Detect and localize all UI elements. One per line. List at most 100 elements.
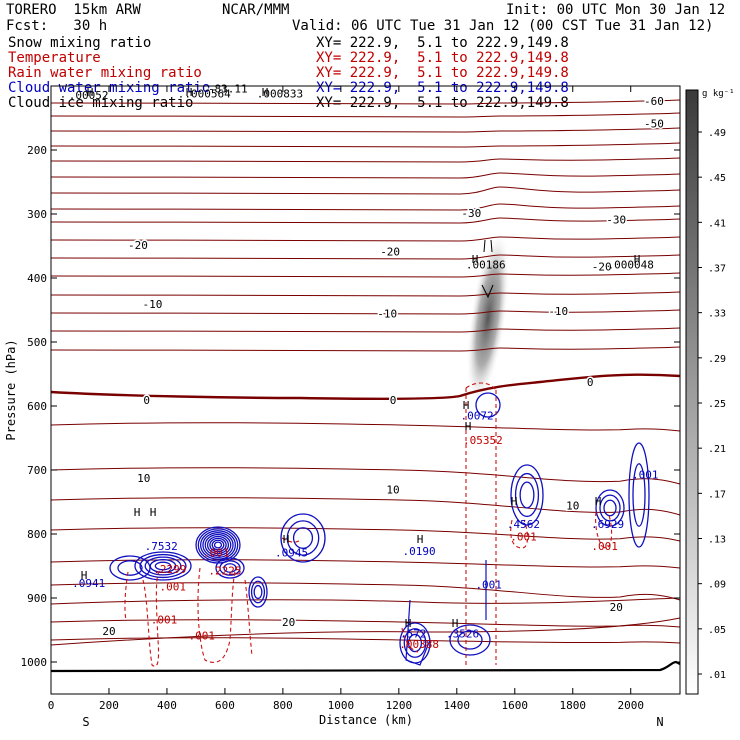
temperature-label: -20 <box>128 239 148 252</box>
cloud-water-contour <box>292 527 314 549</box>
cloud-water-contour <box>253 584 263 600</box>
y-tick-label: 500 <box>27 336 47 349</box>
maximum-label: .001 <box>203 546 230 559</box>
rain-water-contour <box>197 567 237 663</box>
temperature-contour <box>50 254 681 260</box>
colorbar-label: .25 <box>708 399 726 410</box>
cloud-water-contour <box>139 553 187 579</box>
model-title: TORERO 15km ARW <box>6 2 141 18</box>
cloud-water-contour <box>206 535 230 555</box>
x-tick-label: 200 <box>99 699 119 712</box>
cloud-water-contour <box>213 541 223 549</box>
cloud-water-contour <box>250 580 266 604</box>
temperature-label: -10 <box>143 298 163 311</box>
cloud-ice-contour <box>481 239 494 299</box>
high-marker: H <box>463 399 470 412</box>
y-tick-label: 300 <box>27 208 47 221</box>
colorbar-label: .21 <box>708 444 726 455</box>
temperature-label: 0 <box>390 394 397 407</box>
rain-water-contour <box>124 571 129 621</box>
maximum-label: .0941 <box>72 577 105 590</box>
cloud-water-contour <box>209 537 227 553</box>
y-tick-label: 200 <box>27 144 47 157</box>
x-tick-label: 2000 <box>617 699 644 712</box>
high-marker: H <box>134 506 141 519</box>
high-marker: H <box>87 86 94 99</box>
temperature-contour <box>50 559 681 569</box>
cloud-water-contour <box>286 520 320 556</box>
temperature-contour <box>50 186 681 195</box>
maximum-label: .0190 <box>403 545 436 558</box>
temperature-label: 20 <box>610 601 623 614</box>
cloud-water-contour <box>149 558 177 574</box>
maximum-label: .3526 <box>446 628 479 641</box>
cloud-water-contour <box>197 528 239 562</box>
x-tick-label: 0 <box>48 699 55 712</box>
field-label-temperature: Temperature <box>8 50 101 66</box>
init-time: Init: 00 UTC Mon 30 Jan 12 <box>506 2 726 18</box>
cloud-water-contour <box>599 494 621 522</box>
maximum-label: .00052 <box>69 89 109 102</box>
temperature-label: -20 <box>592 260 612 273</box>
rain-water-contours <box>124 382 613 667</box>
temperature-contour <box>50 99 681 105</box>
temperature-label: 0 <box>587 376 594 389</box>
temperature-contour <box>50 617 681 646</box>
temperature-contour <box>50 467 681 485</box>
rain-water-contour <box>595 511 613 549</box>
maximum-label: .001 <box>151 614 178 627</box>
temperature-contour <box>50 327 681 333</box>
maximum-label: .6929 <box>591 518 624 531</box>
colorbar-scale <box>685 89 699 695</box>
high-marker: H <box>634 253 641 266</box>
temperature-label: 10 <box>386 484 399 497</box>
colorbar: .01 .05 .09 .13 .17 .21 .25 .29 .33 .37 .41 .45 .49 g… <box>685 89 735 695</box>
high-marker: H <box>405 617 412 630</box>
x-tick-label: 1000 <box>328 699 355 712</box>
temperature-label: 10 <box>566 500 579 513</box>
y-axis-title: Pressure (hPa) <box>4 339 18 440</box>
field-label-snow: Snow mixing ratio <box>8 35 152 51</box>
temperature-label: -50 <box>644 118 664 131</box>
rain-water-contour <box>281 537 301 543</box>
y-tick-label: 600 <box>27 400 47 413</box>
cloud-water-contour <box>407 633 423 653</box>
colorbar-label: .17 <box>708 489 726 500</box>
axes: 0 200 400 600 800 1000 1200 1400 1600 1800 2000200… <box>4 85 681 729</box>
x-tick-label: 1600 <box>502 699 529 712</box>
field-label-cloud-water: Cloud water mixing ratio <box>8 80 211 96</box>
colorbar-label: .13 <box>708 535 726 546</box>
y-tick-label: 800 <box>27 528 47 541</box>
temperature-contour <box>50 422 681 432</box>
maximum-label: .001 <box>159 580 186 593</box>
cloud-water-contour <box>134 551 192 581</box>
y-tick-label: 1000 <box>21 656 48 669</box>
cloud-water-contour <box>144 556 182 576</box>
maximum-label: .572 <box>400 628 427 641</box>
cloud-water-contour <box>219 560 241 576</box>
cloud-water-contour <box>405 599 431 666</box>
high-marker: H <box>511 495 518 508</box>
maximum-label: .4562 <box>507 518 540 531</box>
cloud-water-contour <box>280 513 326 563</box>
temperature-contour <box>50 127 681 133</box>
cloud-water-contour <box>117 560 143 576</box>
xsec-endpoints-cloud-water: XY= 222.9, 5.1 to 222.9,149.8 <box>316 80 569 96</box>
high-marker: H <box>465 420 472 433</box>
high-marker: H <box>472 253 479 266</box>
cloud-water-contour <box>109 555 151 581</box>
temperature-contour <box>50 346 681 352</box>
cloud-water-contour <box>603 499 617 517</box>
cloud-water-contour <box>632 463 646 527</box>
temperature-label: 10 <box>137 472 150 485</box>
temperature-label: -60 <box>644 95 664 108</box>
x-tick-label: 800 <box>273 699 293 712</box>
colorbar-label: .45 <box>708 173 726 184</box>
y-tick-label: 900 <box>27 592 47 605</box>
field-label-rain: Rain water mixing ratio <box>8 65 202 81</box>
high-marker: H <box>150 506 157 519</box>
temperature-label: -20 <box>380 246 400 259</box>
maximum-label: .0072 <box>461 409 494 422</box>
cloud-water-contours <box>109 239 650 666</box>
